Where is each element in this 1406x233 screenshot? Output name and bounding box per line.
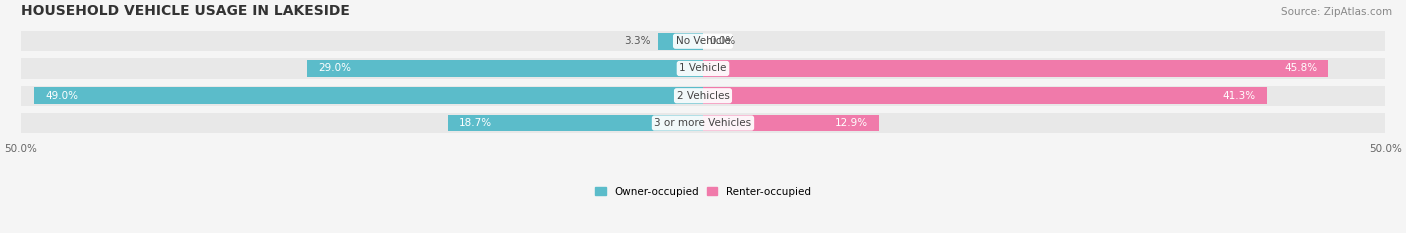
Text: HOUSEHOLD VEHICLE USAGE IN LAKESIDE: HOUSEHOLD VEHICLE USAGE IN LAKESIDE — [21, 4, 350, 18]
Text: 45.8%: 45.8% — [1284, 63, 1317, 73]
Bar — [34, 87, 703, 104]
Bar — [703, 87, 1267, 104]
Text: 2 Vehicles: 2 Vehicles — [676, 91, 730, 101]
Text: 18.7%: 18.7% — [458, 118, 492, 128]
Text: 41.3%: 41.3% — [1223, 91, 1256, 101]
Text: 12.9%: 12.9% — [835, 118, 868, 128]
Text: Source: ZipAtlas.com: Source: ZipAtlas.com — [1281, 7, 1392, 17]
Bar — [703, 60, 1329, 77]
Text: 3 or more Vehicles: 3 or more Vehicles — [654, 118, 752, 128]
Text: 29.0%: 29.0% — [318, 63, 352, 73]
Bar — [21, 86, 1385, 106]
Text: 1 Vehicle: 1 Vehicle — [679, 63, 727, 73]
Legend: Owner-occupied, Renter-occupied: Owner-occupied, Renter-occupied — [595, 186, 811, 196]
Bar — [21, 113, 1385, 133]
Text: 0.0%: 0.0% — [710, 36, 737, 46]
Text: No Vehicle: No Vehicle — [675, 36, 731, 46]
Text: 3.3%: 3.3% — [624, 36, 651, 46]
Bar — [307, 60, 703, 77]
Bar — [21, 31, 1385, 51]
Text: 49.0%: 49.0% — [45, 91, 79, 101]
Bar — [703, 115, 879, 131]
Bar — [447, 115, 703, 131]
Bar — [658, 33, 703, 50]
Bar — [21, 58, 1385, 79]
